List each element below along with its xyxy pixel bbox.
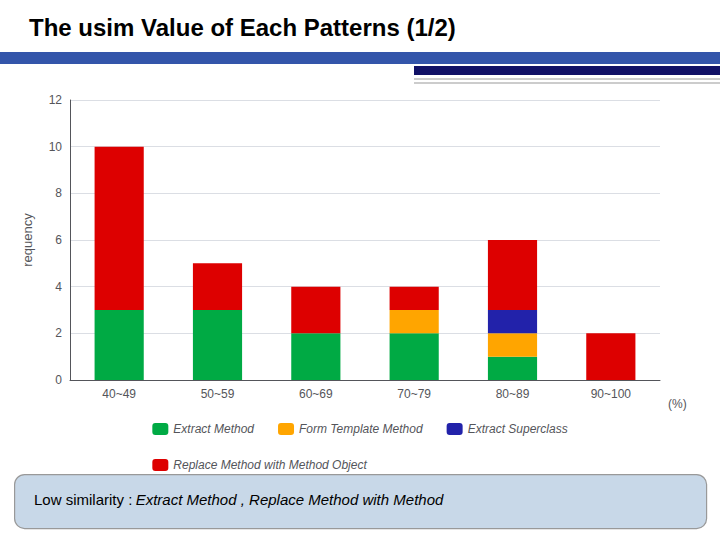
svg-text:10: 10 — [49, 140, 63, 154]
svg-text:Low similarity :: Low similarity : — [34, 491, 132, 508]
svg-text:50~59: 50~59 — [201, 387, 235, 401]
svg-text:Extract Method: Extract Method — [173, 422, 254, 436]
svg-text:2: 2 — [55, 326, 62, 340]
svg-text:4: 4 — [55, 280, 62, 294]
svg-text:Extract Method , Replace Metho: Extract Method , Replace Method with Met… — [136, 491, 444, 508]
svg-text:90~100: 90~100 — [591, 387, 632, 401]
svg-text:Replace Method with Method Obj: Replace Method with Method Object — [173, 458, 367, 472]
svg-text:8: 8 — [55, 186, 62, 200]
svg-text:0: 0 — [55, 373, 62, 387]
svg-text:requency: requency — [20, 213, 35, 267]
svg-text:60~69: 60~69 — [299, 387, 333, 401]
svg-text:80~89: 80~89 — [496, 387, 530, 401]
svg-text:(%): (%) — [668, 397, 687, 411]
svg-text:Extract Superclass: Extract Superclass — [468, 422, 568, 436]
svg-text:40~49: 40~49 — [102, 387, 136, 401]
svg-text:12: 12 — [49, 93, 63, 107]
svg-text:The usim Value of Each Pattern: The usim Value of Each Patterns (1/2) — [29, 14, 456, 41]
svg-text:70~79: 70~79 — [397, 387, 431, 401]
svg-text:6: 6 — [55, 233, 62, 247]
svg-text:Form Template Method: Form Template Method — [299, 422, 423, 436]
